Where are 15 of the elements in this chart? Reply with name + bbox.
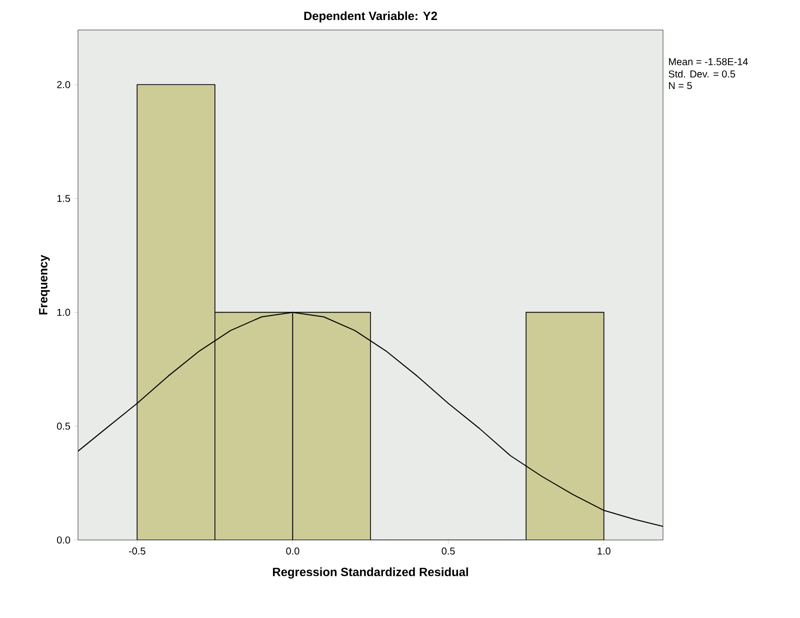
chart-title: Dependent Variable: Y2 bbox=[304, 11, 438, 22]
x-tick-label: 0.0 bbox=[286, 548, 300, 555]
text: Std. Dev. = 0.5 bbox=[668, 70, 736, 78]
y-tick-label: 1.5 bbox=[57, 194, 70, 202]
x-tick-label: -0.5 bbox=[128, 548, 146, 555]
y-tick-label: 1.0 bbox=[57, 308, 70, 316]
x-tick-label: 1.0 bbox=[598, 548, 610, 555]
text: N = 5 bbox=[669, 82, 692, 90]
y-axis-title: Frequency bbox=[39, 254, 50, 314]
x-axis-title: Regression Standardized Residual bbox=[272, 567, 468, 579]
y-tick-label: 0.5 bbox=[57, 422, 70, 430]
y-tick-label: 0.0 bbox=[57, 536, 70, 544]
text: Mean = -1.58E-14 bbox=[669, 58, 748, 66]
x-tick-label: 0.5 bbox=[442, 548, 455, 555]
y-tick-label: 2.0 bbox=[57, 81, 70, 88]
